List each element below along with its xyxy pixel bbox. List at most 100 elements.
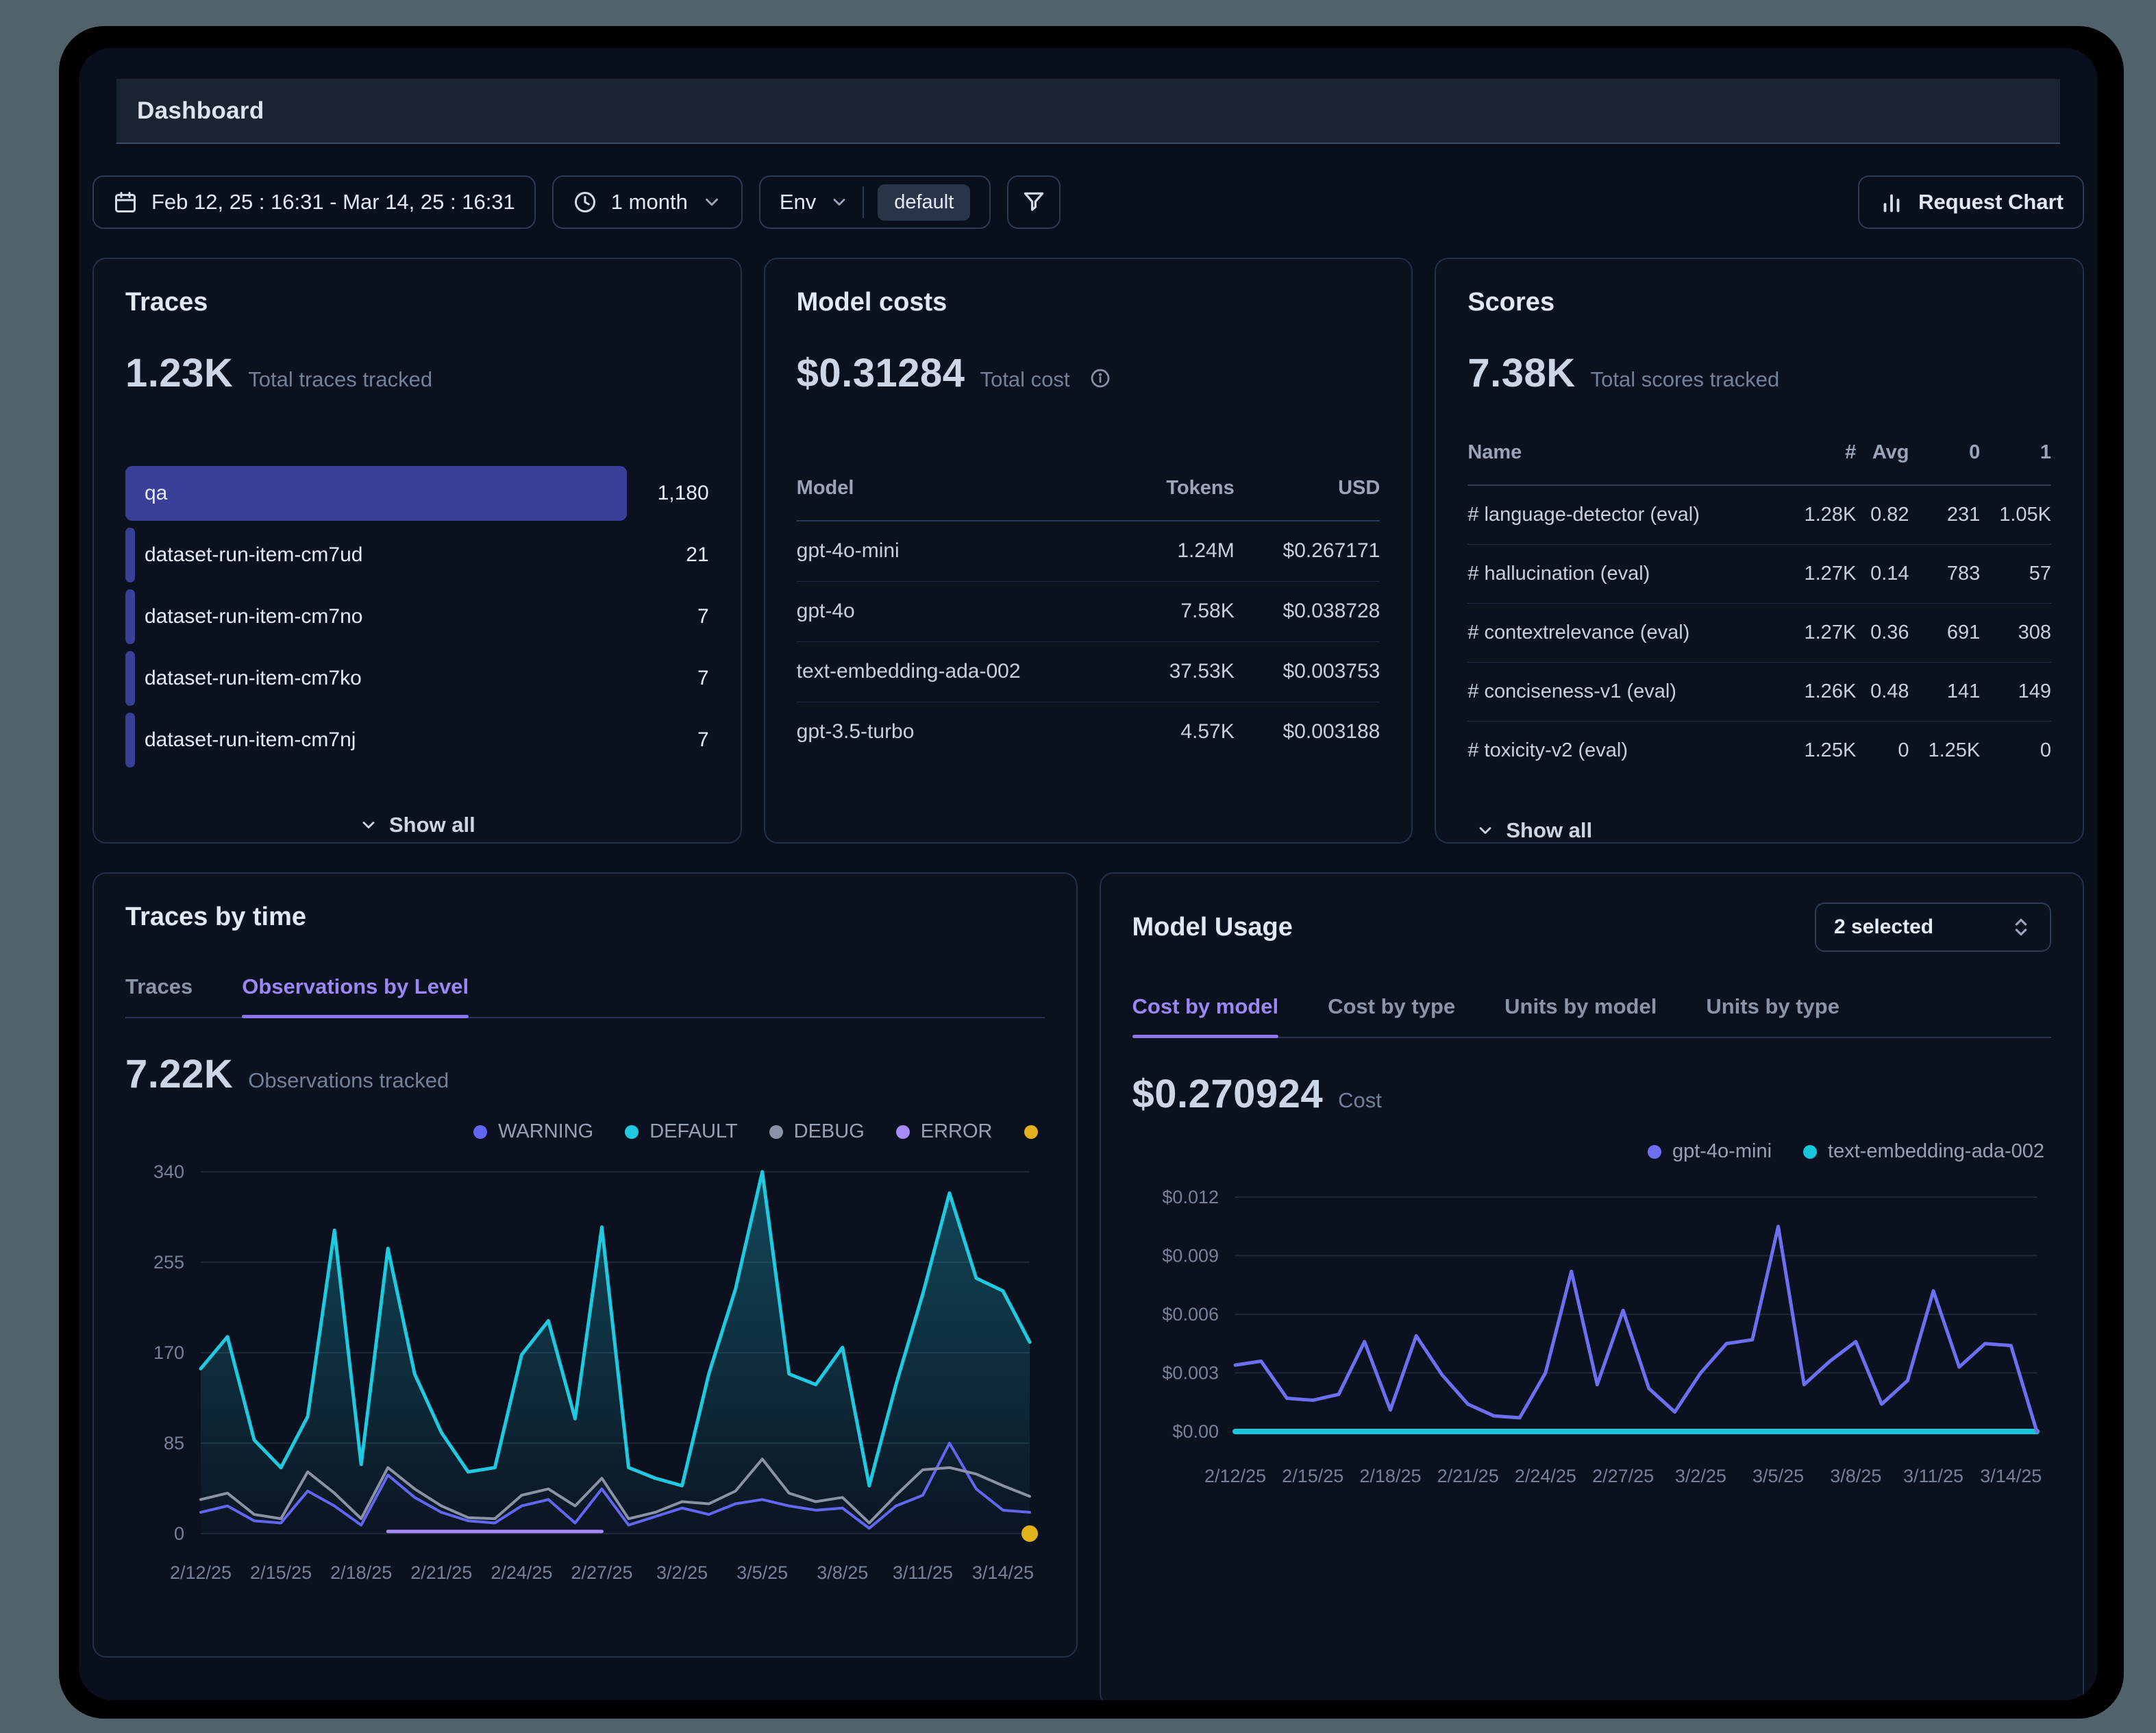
trace-bar: [125, 651, 136, 706]
clock-icon: [574, 192, 595, 212]
tab-units-by-model[interactable]: Units by model: [1504, 994, 1657, 1018]
row-label: # language-detector (eval): [1467, 485, 1785, 545]
legend-item-error: ERROR: [895, 1120, 993, 1143]
trace-label: qa: [145, 482, 168, 504]
chevron-down-icon: [833, 199, 845, 206]
row-value: $0.003753: [1234, 641, 1380, 702]
y-axis-tick-label: $0.003: [1162, 1363, 1219, 1384]
x-axis-tick-label: 2/27/25: [1592, 1466, 1654, 1486]
column-header-model: Model: [796, 477, 1132, 521]
row-value: 783: [1909, 544, 1981, 604]
legend-item-text-embedding-ada-002: text-embedding-ada-002: [1803, 1140, 2044, 1163]
x-axis-tick-label: 2/18/25: [330, 1562, 392, 1583]
tab-cost-by-type[interactable]: Cost by type: [1328, 994, 1456, 1018]
legend-label: ERROR: [920, 1120, 993, 1142]
table-row: # contextrelevance (eval) 1.27K 0.36 691 308: [1467, 603, 2051, 663]
toolbar: Feb 12, 25 : 16:31 - Mar 14, 25 : 16:31 …: [92, 175, 2084, 229]
model-costs-card: Model costs $0.31284 Total cost Model Tok…: [763, 258, 1413, 844]
request-chart-label: Request Chart: [1918, 190, 2064, 214]
x-axis-tick-label: 2/24/25: [1514, 1466, 1576, 1486]
y-axis-tick-label: 255: [153, 1252, 184, 1273]
column-header-avg: Avg: [1856, 441, 1909, 486]
column-header-: #: [1785, 441, 1857, 486]
cost-metric-label: Cost: [1338, 1088, 1382, 1112]
scores-show-all-button[interactable]: Show all: [1476, 818, 2051, 843]
row-label: text-embedding-ada-002: [796, 641, 1132, 702]
trace-list-item: dataset-run-item-cm7ud 21: [125, 526, 709, 584]
observations-metric: 7.22K Observations tracked: [125, 1051, 1045, 1097]
row-value: $0.038728: [1234, 581, 1380, 642]
y-axis-tick-label: $0.012: [1162, 1187, 1219, 1207]
trace-bar: [125, 713, 136, 767]
column-header-0: 0: [1909, 441, 1981, 486]
table-row: # hallucination (eval) 1.27K 0.14 783 57: [1467, 544, 2051, 604]
tab-units-by-type[interactable]: Units by type: [1706, 994, 1839, 1018]
chevron-down-icon: [362, 822, 375, 828]
tab-cost-by-model[interactable]: Cost by model: [1132, 994, 1278, 1038]
trace-list-item: dataset-run-item-cm7no 7: [125, 588, 709, 646]
env-filter[interactable]: Env default: [758, 175, 991, 229]
date-range-value: Feb 12, 25 : 16:31 - Mar 14, 25 : 16:31: [151, 190, 515, 214]
x-axis-tick-label: 3/8/25: [817, 1562, 868, 1583]
trace-value: 7: [697, 667, 709, 689]
legend-dot-icon: [895, 1124, 910, 1139]
tab-traces[interactable]: Traces: [125, 974, 193, 998]
legend-item-item: [1024, 1124, 1038, 1139]
row-value: 0.48: [1856, 662, 1909, 722]
request-chart-button[interactable]: Request Chart: [1858, 175, 2084, 229]
calendar-icon: [115, 192, 136, 212]
legend-label: gpt-4o-mini: [1672, 1140, 1772, 1162]
scores-metric-value: 7.38K: [1467, 351, 1576, 395]
traces-by-time-card: Traces by time Traces Observations by Lev…: [92, 872, 1078, 1658]
trace-list-item: dataset-run-item-cm7ko 7: [125, 650, 709, 707]
row-label: gpt-4o: [796, 581, 1132, 642]
y-axis-tick-label: $0.006: [1162, 1304, 1219, 1325]
row-value: 1.28K: [1785, 485, 1857, 545]
table-row: gpt-4o-mini 1.24M $0.267171: [796, 521, 1380, 582]
trace-label: dataset-run-item-cm7nj: [145, 728, 356, 751]
model-costs-title: Model costs: [796, 288, 947, 317]
date-range-picker[interactable]: Feb 12, 25 : 16:31 - Mar 14, 25 : 16:31: [92, 175, 536, 229]
model-select[interactable]: 2 selected: [1815, 902, 2051, 952]
row-value: 1.27K: [1785, 544, 1857, 604]
traces-metric-value: 1.23K: [125, 351, 234, 395]
legend-dot-icon: [769, 1124, 783, 1139]
y-axis-tick-label: $0.009: [1162, 1246, 1219, 1266]
filter-icon: [1024, 192, 1044, 211]
row-value: 691: [1909, 603, 1981, 663]
chevron-down-icon: [705, 198, 718, 206]
row-label: # toxicity-v2 (eval): [1467, 739, 1628, 761]
x-axis-tick-label: 2/27/25: [571, 1562, 632, 1583]
row-value: 1.24M: [1132, 521, 1235, 582]
legend-label: DEFAULT: [649, 1120, 738, 1142]
table-row: text-embedding-ada-002 37.53K $0.003753: [796, 641, 1380, 702]
cost-metric: $0.270924 Cost: [1132, 1071, 2052, 1117]
trace-label: dataset-run-item-cm7no: [145, 605, 363, 628]
timeframe-value: 1 month: [610, 190, 688, 214]
row-value: 0.36: [1856, 603, 1909, 663]
legend-item-debug: DEBUG: [769, 1120, 865, 1143]
row-value: 57: [1980, 544, 2051, 604]
column-header-usd: USD: [1234, 477, 1380, 521]
x-axis-tick-label: 3/5/25: [736, 1562, 788, 1583]
model-usage-card: Model Usage 2 selected Cost by model Cost…: [1099, 872, 2084, 1700]
chevrons-up-down-icon: [2015, 918, 2027, 936]
legend-label: WARNING: [498, 1120, 594, 1142]
row-value: 1.05K: [1980, 485, 2051, 545]
model-costs-metric: $0.31284 Total cost: [797, 350, 1380, 396]
x-axis-tick-label: 3/2/25: [656, 1562, 708, 1583]
row-value: 0: [1898, 739, 1909, 761]
env-value-badge: default: [878, 184, 971, 221]
model-usage-tabs: Cost by model Cost by type Units by model U…: [1132, 994, 2051, 1038]
row-value: 1.26K: [1785, 662, 1857, 722]
scores-card: Scores 7.38K Total scores tracked Name # A…: [1435, 258, 2084, 844]
x-axis-tick-label: 2/18/25: [1359, 1466, 1421, 1486]
trace-bar: [125, 528, 136, 582]
row-value: 1.25K: [1804, 739, 1857, 761]
filter-button[interactable]: [1007, 175, 1061, 229]
tab-observations-by-level[interactable]: Observations by Level: [242, 974, 469, 1018]
trace-list-item: qa 1,180: [125, 465, 709, 522]
x-axis-tick-label: 3/5/25: [1752, 1466, 1804, 1486]
timeframe-select[interactable]: 1 month: [552, 175, 743, 229]
traces-show-all-button[interactable]: Show all: [125, 813, 709, 837]
